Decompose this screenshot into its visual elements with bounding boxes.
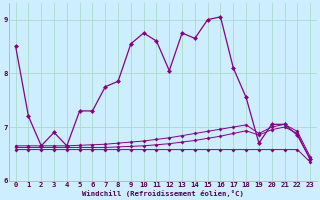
X-axis label: Windchill (Refroidissement éolien,°C): Windchill (Refroidissement éolien,°C) xyxy=(82,190,244,197)
